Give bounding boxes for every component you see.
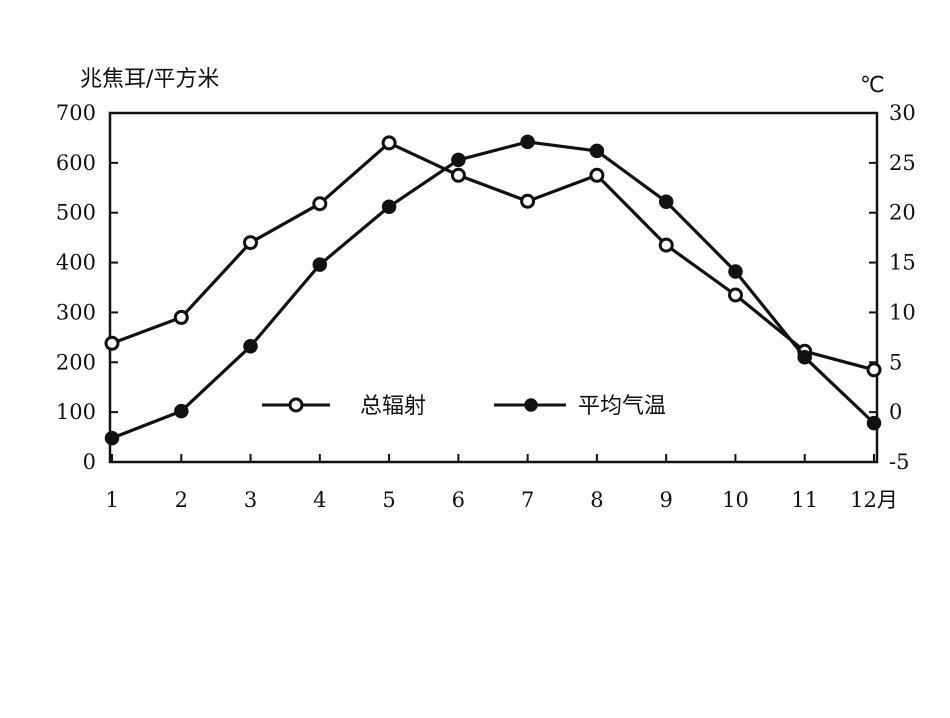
plot-frame [108, 111, 879, 464]
left-tick-label: 300 [56, 300, 96, 324]
data-point-open [520, 193, 536, 209]
x-tick-label: 2 [175, 488, 188, 512]
data-point-filled [104, 430, 120, 446]
right-tick-label: 15 [889, 251, 916, 275]
legend-label-2: 平均气温 [578, 394, 666, 419]
right-tick-label: 20 [889, 201, 916, 225]
x-tick-label: 6 [452, 488, 465, 512]
data-point-filled [381, 199, 397, 214]
left-tick-label: 100 [56, 400, 96, 424]
left-tick-label: 0 [83, 450, 96, 474]
right-tick-label: 25 [889, 151, 916, 175]
x-tick-label: 9 [659, 488, 672, 512]
x-tick-label: 10 [722, 488, 749, 512]
series-lines [104, 134, 882, 446]
right-tick-label: -5 [889, 450, 909, 474]
data-point-filled [451, 152, 466, 168]
legend-marker-2 [524, 398, 538, 412]
right-tick-label: 10 [889, 300, 916, 324]
data-point-filled [312, 257, 328, 272]
data-point-filled [243, 339, 258, 354]
data-point-open [728, 287, 743, 303]
right-axis-unit-label: ℃ [860, 73, 885, 98]
series-line-2 [111, 140, 876, 440]
right-tick-label: 30 [889, 101, 916, 125]
axis-ticks: 700 600 500 400 300 200 100 0 30 25 20 15 10 5 0 -5 1 2 3 4… [56, 101, 916, 512]
x-tick-label: 1 [105, 488, 118, 512]
x-tick-label: 4 [313, 488, 326, 512]
legend-label-1: 总辐射 [360, 394, 426, 419]
legend: 总辐射 平均气温 [262, 394, 666, 419]
data-point-open [312, 196, 328, 212]
x-tick-label: 8 [590, 488, 603, 512]
data-point-open [104, 335, 120, 351]
legend-marker-1 [288, 397, 304, 413]
left-tick-label: 200 [56, 350, 96, 374]
data-point-open [450, 167, 466, 183]
x-tick-label: 11 [791, 488, 818, 512]
data-point-filled [520, 134, 535, 150]
left-tick-label: 600 [56, 151, 96, 175]
left-tick-label: 700 [56, 101, 96, 125]
data-point-open [866, 362, 882, 378]
right-tick-label: 0 [889, 400, 902, 424]
data-point-filled [589, 143, 605, 159]
data-point-filled [866, 415, 882, 431]
right-tick-label: 5 [889, 350, 902, 374]
left-axis-unit-label: 兆焦耳/平方米 [80, 67, 219, 92]
data-point-open [589, 167, 605, 183]
data-point-open [658, 237, 674, 253]
series-line-1 [111, 141, 875, 372]
data-point-filled [797, 350, 812, 365]
data-point-filled [174, 403, 189, 419]
data-point-open [173, 309, 189, 325]
x-tick-label: 7 [521, 488, 534, 512]
data-point-filled [658, 194, 674, 209]
left-tick-label: 400 [56, 251, 96, 275]
data-point-filled [728, 264, 743, 279]
x-tick-label: 12月 [850, 488, 898, 512]
data-point-open [243, 235, 258, 251]
x-tick-label: 3 [244, 488, 257, 512]
left-tick-label: 500 [56, 201, 96, 225]
data-point-open [381, 135, 397, 151]
x-tick-label: 5 [382, 488, 395, 512]
